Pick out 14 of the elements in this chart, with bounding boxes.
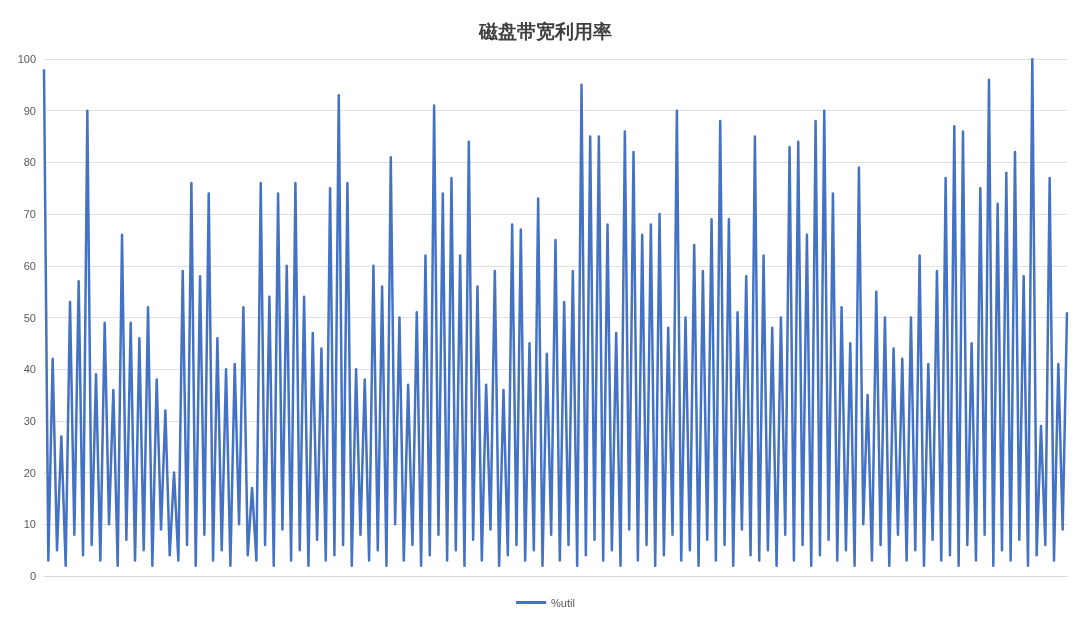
y-tick-label: 90: [23, 104, 36, 117]
y-tick-label: 100: [17, 53, 36, 65]
y-tick-label: 50: [23, 311, 36, 324]
y-tick-label: 10: [23, 518, 36, 531]
y-tick-label: 60: [23, 259, 36, 272]
y-tick-label: 40: [23, 363, 36, 376]
y-tick-label: 0: [29, 570, 36, 582]
legend-label: %util: [551, 596, 575, 609]
y-tick-label: 20: [23, 466, 36, 479]
y-tick-label: 70: [23, 208, 36, 221]
chart-title: 磁盘带宽利用率: [478, 19, 612, 42]
y-tick-label: 30: [23, 414, 36, 427]
y-tick-label: 80: [23, 156, 36, 169]
line-series: [42, 57, 1069, 567]
